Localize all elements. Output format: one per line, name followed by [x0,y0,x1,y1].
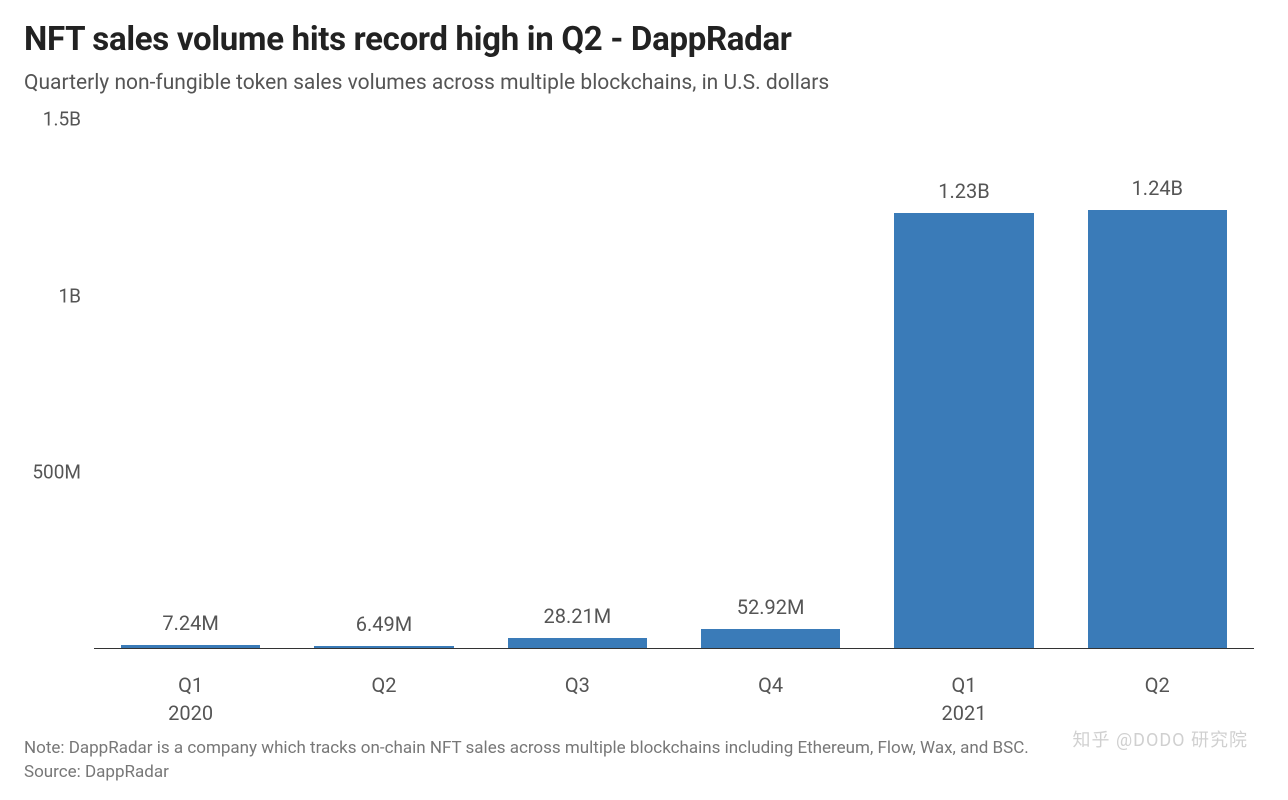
x-tick-label: Q4 [674,659,867,725]
bar [121,645,260,648]
x-axis: Q12020Q2Q3Q4Q12021Q2 [94,659,1254,725]
bar-value-label: 28.21M [543,604,611,628]
bar-value-label: 1.23B [938,179,989,203]
bar-group: 6.49M [287,119,480,648]
bar [508,638,647,648]
bar-value-label: 52.92M [737,595,805,619]
chart-source: Source: DappRadar [24,762,1264,782]
chart-footer: Note: DappRadar is a company which track… [24,738,1264,782]
bars-container: 7.24M 6.49M 28.21M 52.92M 1.23B 1.24B [94,119,1254,648]
chart-area: 1.5B1B500M 7.24M6.49M28.21M52.92M1.23B1.… [24,119,1264,649]
bar [894,213,1033,648]
y-tick-label: 500M [32,461,81,484]
bar-group: 1.23B [867,119,1060,648]
bar-group: 28.21M [481,119,674,648]
bar-group: 7.24M [94,119,287,648]
bar-group: 52.92M [674,119,867,648]
bar-group: 1.24B [1061,119,1254,648]
chart-note: Note: DappRadar is a company which track… [24,738,1264,758]
x-tick-label: Q3 [481,659,674,725]
x-tick-label: Q2 [1061,659,1254,725]
bar-value-label: 7.24M [162,611,218,635]
y-tick-label: 1.5B [43,108,81,131]
x-tick-label: Q12021 [867,659,1060,725]
bar [314,646,453,648]
chart-subtitle: Quarterly non-fungible token sales volum… [24,71,1264,95]
bar [701,629,840,648]
chart-title: NFT sales volume hits record high in Q2 … [24,20,1264,59]
x-tick-label: Q12020 [94,659,287,725]
y-tick-label: 1B [58,284,81,307]
bar [1088,210,1227,648]
x-tick-label: Q2 [287,659,480,725]
plot-area: 7.24M 6.49M 28.21M 52.92M 1.23B 1.24B [94,119,1254,649]
y-axis: 1.5B1B500M [24,119,89,649]
bar-value-label: 1.24B [1132,176,1183,200]
bar-value-label: 6.49M [356,612,412,636]
